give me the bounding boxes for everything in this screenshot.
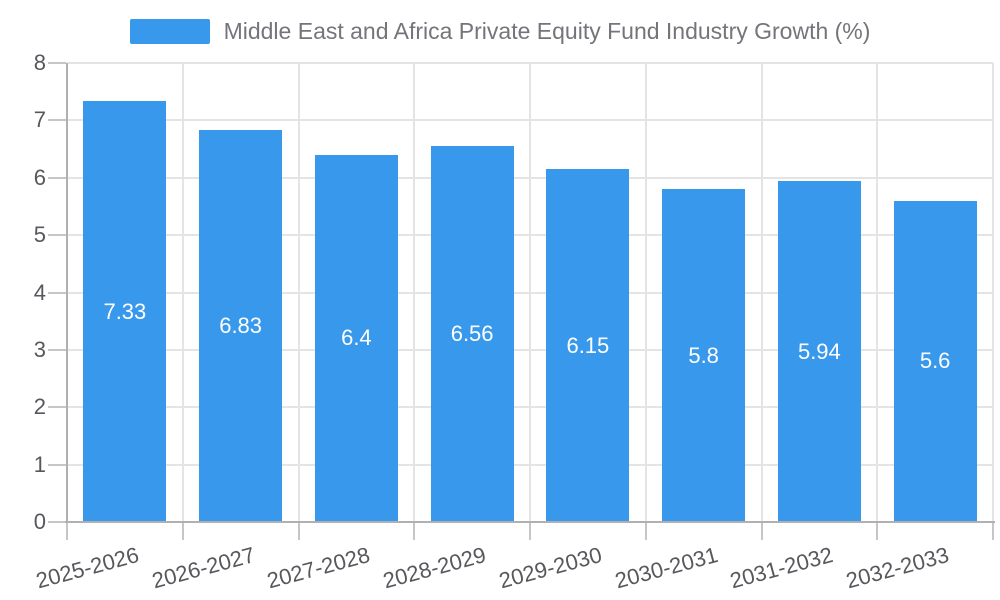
bar[interactable]: 5.94	[777, 181, 861, 522]
bar-value-label: 6.83	[219, 313, 263, 339]
x-axis-tick	[413, 522, 416, 540]
y-axis-tick	[48, 234, 66, 237]
x-axis-tick-label: 2029-2030	[496, 542, 605, 594]
y-axis-tick-label: 5	[33, 222, 46, 248]
y-axis-tick	[48, 119, 66, 122]
y-axis-tick-label: 0	[33, 509, 46, 534]
x-axis-line	[65, 521, 995, 523]
bar-value-label: 6.15	[566, 332, 610, 358]
y-axis-tick	[48, 291, 66, 294]
x-axis-tick	[297, 522, 300, 540]
y-axis-line	[66, 63, 68, 522]
bar-value-label: 5.8	[688, 342, 719, 368]
gridline-vertical	[992, 63, 994, 522]
legend-label: Middle East and Africa Private Equity Fu…	[223, 18, 871, 44]
bar-value-label: 6.4	[341, 325, 372, 351]
x-axis-tick	[992, 522, 994, 540]
x-axis-tick	[181, 522, 184, 540]
gridline-vertical	[876, 63, 879, 522]
plot-area: 7.33 6.83 6.4 6.56 6.15 5.8 5.94 5.6	[48, 62, 995, 540]
x-axis-tick-label: 2027-2028	[264, 542, 373, 594]
bar-value-label: 5.94	[797, 338, 841, 364]
y-axis-tick-label: 2	[33, 394, 46, 420]
x-axis-tick	[876, 522, 879, 540]
x-axis-tick	[529, 522, 531, 540]
bar[interactable]: 6.83	[199, 130, 283, 522]
y-axis-tick-label: 7	[33, 107, 46, 133]
gridline-vertical	[760, 63, 763, 522]
chart-legend-item[interactable]: Middle East and Africa Private Equity Fu…	[0, 18, 1000, 45]
bar[interactable]: 7.33	[83, 101, 167, 522]
bar[interactable]: 6.15	[546, 169, 630, 522]
y-axis-tick	[48, 176, 66, 179]
bar-value-label: 5.6	[919, 348, 951, 374]
y-axis-tick	[48, 406, 66, 409]
bar[interactable]: 5.8	[662, 189, 746, 522]
y-axis-tick-label: 6	[33, 164, 46, 190]
x-axis-tick-label: 2032-2033	[843, 542, 952, 594]
x-axis-tick	[760, 522, 763, 540]
bar[interactable]: 6.4	[314, 154, 398, 522]
y-axis-tick-label: 4	[33, 279, 46, 305]
y-axis-tick	[48, 62, 66, 64]
x-axis-tick-label: 2031-2032	[727, 542, 836, 594]
y-axis-tick-label: 3	[33, 336, 46, 362]
legend-color-swatch	[129, 19, 210, 44]
y-axis-tick	[48, 521, 66, 523]
gridline-vertical	[297, 63, 300, 522]
y-axis-tick-label: 8	[33, 50, 46, 75]
x-axis-tick-label: 2026-2027	[148, 542, 258, 594]
bar[interactable]: 5.6	[893, 200, 977, 522]
x-axis-tick-label: 2028-2029	[380, 542, 489, 594]
x-axis-tick	[66, 522, 68, 540]
bar-value-label: 6.56	[450, 320, 494, 346]
gridline-vertical	[529, 63, 531, 522]
x-axis-tick-label: 2030-2031	[611, 542, 721, 594]
gridline-vertical	[413, 63, 416, 522]
bar-value-label: 7.33	[103, 298, 147, 324]
bar[interactable]: 6.56	[430, 145, 514, 522]
y-axis-tick-label: 1	[33, 451, 46, 477]
y-axis-tick	[48, 463, 66, 466]
gridline-vertical	[644, 63, 647, 522]
y-axis-tick	[48, 348, 66, 351]
gridline-vertical	[181, 63, 184, 522]
x-axis-tick-label: 2025-2026	[33, 542, 142, 594]
x-axis-tick	[644, 522, 647, 540]
